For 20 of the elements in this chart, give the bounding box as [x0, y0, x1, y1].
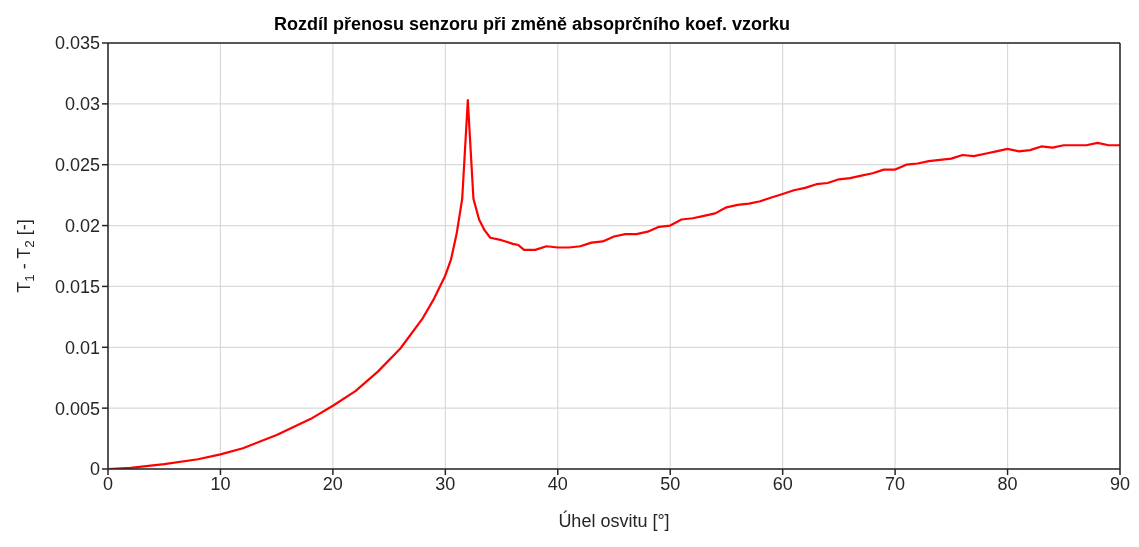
- x-tick-label: 0: [102, 473, 114, 494]
- y-tick-label: 0.02: [64, 215, 100, 236]
- y-tick-label: 0.025: [54, 155, 100, 176]
- x-tick-label: 60: [772, 473, 793, 494]
- x-tick-label: 90: [1109, 473, 1131, 494]
- x-tick-label: 70: [885, 473, 906, 494]
- chart-title: Rozdíl přenosu senzoru při změně absoprčního koef. vzorku: [273, 14, 791, 34]
- x-tick-label: 50: [660, 473, 681, 494]
- x-tick-label: 20: [322, 473, 343, 494]
- y-tick-label: 0.005: [54, 398, 100, 419]
- x-axis-title: Úhel osvitu [°]: [558, 510, 670, 531]
- x-tick-label: 10: [210, 473, 231, 494]
- y-tick-label: 0: [89, 459, 100, 480]
- y-tick-label: 0.015: [54, 276, 100, 297]
- x-tick-label: 30: [435, 473, 456, 494]
- y-tick-label: 0.01: [64, 337, 100, 358]
- y-tick-label: 0.035: [54, 33, 100, 54]
- y-tick-label: 0.03: [64, 94, 100, 115]
- x-tick-label: 80: [997, 473, 1018, 494]
- x-tick-label: 40: [547, 473, 568, 494]
